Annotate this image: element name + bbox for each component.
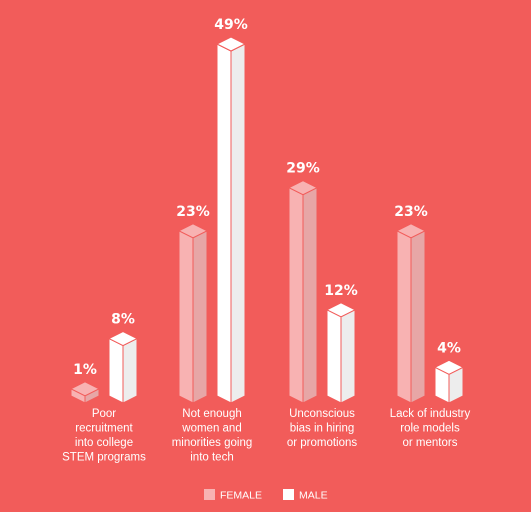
value-label-female-3: 23% — [394, 204, 428, 220]
legend-item-female: FEMALE — [204, 489, 262, 502]
legend-label-female: FEMALE — [220, 490, 262, 502]
value-label-male-1: 49% — [214, 17, 248, 33]
category-labels-layer: Poor recruitment into college STEM programs… — [62, 408, 470, 464]
legend-swatch-male — [283, 489, 294, 500]
legend-label-male: MALE — [299, 490, 328, 502]
bar-male-3 — [434, 359, 464, 404]
legend-item-male: MALE — [283, 489, 328, 502]
value-label-female-1: 23% — [176, 204, 210, 220]
value-label-male-2: 12% — [324, 283, 358, 299]
bar-female-2 — [288, 180, 318, 404]
category-label-3: Lack of industry role models or mentors — [390, 408, 471, 449]
category-label-2: Unconscious bias in hiring or promotions — [287, 408, 358, 449]
value-label-male-0: 8% — [111, 312, 135, 328]
value-label-male-3: 4% — [437, 340, 461, 356]
value-labels-layer: 1% 23% 29% 23% 8% 49% 12% 4% — [73, 17, 461, 378]
bar-male-2 — [326, 302, 356, 404]
category-label-0: Poor recruitment into college STEM programs — [62, 408, 146, 464]
bar-female-3 — [396, 223, 426, 404]
bar-female-1 — [178, 223, 208, 404]
bar-female-0 — [70, 381, 100, 404]
bar-male-0 — [108, 331, 138, 404]
legend-swatch-female — [204, 489, 215, 500]
bars-layer — [70, 36, 464, 404]
legend: FEMALE MALE — [204, 489, 328, 502]
bar-male-1 — [216, 36, 246, 404]
value-label-female-0: 1% — [73, 362, 97, 378]
category-label-1: Not enough women and minorities going into … — [172, 408, 253, 464]
value-label-female-2: 29% — [286, 161, 320, 177]
